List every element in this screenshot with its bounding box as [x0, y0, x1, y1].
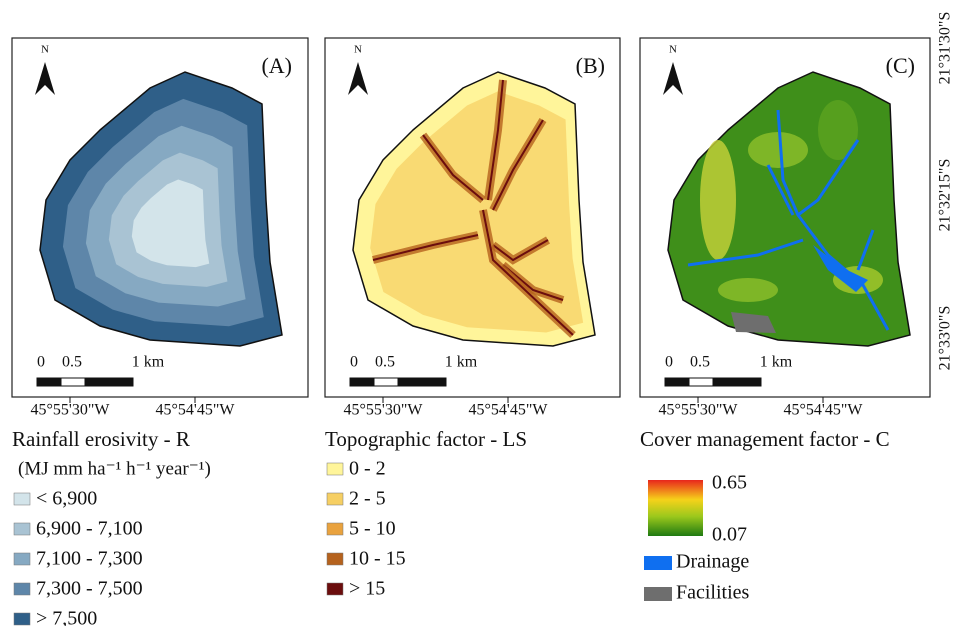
scale-bar [37, 378, 61, 386]
ramp-max: 0.65 [712, 472, 747, 494]
legend-label: Facilities [676, 582, 750, 604]
legend-label: 10 - 15 [349, 548, 406, 570]
legend-unit: (MJ mm ha⁻¹ h⁻¹ year⁻¹) [18, 458, 211, 479]
cover-zone [748, 132, 808, 168]
longitude-label: 45°54'45"W [784, 402, 864, 419]
legend-label: 5 - 10 [349, 518, 396, 540]
scale-label: 0.5 [375, 354, 395, 371]
legend-swatch [14, 583, 30, 595]
north-label: N [354, 44, 362, 56]
scale-label: 1 km [132, 354, 165, 371]
cover-zone [700, 140, 736, 260]
longitude-label: 45°55'30"W [344, 402, 424, 419]
panel-label: (A) [261, 53, 292, 78]
legend-label: 0 - 2 [349, 458, 386, 480]
scale-bar [689, 378, 713, 386]
scale-bar [61, 378, 85, 386]
legend-label: 7,300 - 7,500 [36, 578, 143, 600]
figure: N (A) 0 0.5 1 km 45°55'30"W 45°54'45"W N (B) 0 0.5… [0, 0, 954, 626]
longitude-label: 45°54'45"W [469, 402, 549, 419]
scale-label: 0 [37, 354, 45, 371]
latitude-label: 21°31'30"S [937, 12, 954, 85]
legend-title: Cover management factor - C [640, 427, 890, 451]
legend-swatch [14, 613, 30, 625]
scale-bar [398, 378, 446, 386]
legend-swatch [327, 583, 343, 595]
scale-bar [713, 378, 761, 386]
ramp-min: 0.07 [712, 524, 747, 546]
legend-label: 6,900 - 7,100 [36, 518, 143, 540]
scale-label: 0 [350, 354, 358, 371]
north-label: N [41, 44, 49, 56]
legend-label: > 7,500 [36, 608, 97, 626]
longitude-label: 45°54'45"W [156, 402, 236, 419]
color-ramp [648, 480, 703, 536]
scale-bar [665, 378, 689, 386]
scale-label: 0.5 [62, 354, 82, 371]
legend-swatch [327, 463, 343, 475]
legend-swatch [644, 556, 672, 570]
scale-label: 1 km [760, 354, 793, 371]
scale-label: 0 [665, 354, 673, 371]
longitude-label: 45°55'30"W [31, 402, 111, 419]
scale-bar [85, 378, 133, 386]
legend-title: Rainfall erosivity - R [12, 427, 190, 451]
longitude-label: 45°55'30"W [659, 402, 739, 419]
scale-bar [374, 378, 398, 386]
legend-swatch [327, 493, 343, 505]
latitude-label: 21°33'0"S [937, 306, 954, 371]
scale-label: 0.5 [690, 354, 710, 371]
scale-bar [350, 378, 374, 386]
panel-label: (B) [576, 53, 605, 78]
legend-label: 7,100 - 7,300 [36, 548, 143, 570]
legend-swatch [327, 523, 343, 535]
cover-zone [718, 278, 778, 302]
legend-swatch [327, 553, 343, 565]
panel-label: (C) [886, 53, 915, 78]
legend-swatch [14, 553, 30, 565]
legend-swatch [644, 587, 672, 601]
legend-swatch [14, 493, 30, 505]
legend-title: Topographic factor - LS [325, 427, 527, 451]
legend-label: Drainage [676, 551, 749, 573]
north-label: N [669, 44, 677, 56]
latitude-label: 21°32'15"S [937, 159, 954, 232]
legend-label: 2 - 5 [349, 488, 386, 510]
legend-swatch [14, 523, 30, 535]
legend-label: < 6,900 [36, 488, 97, 510]
scale-label: 1 km [445, 354, 478, 371]
legend-label: > 15 [349, 578, 385, 600]
